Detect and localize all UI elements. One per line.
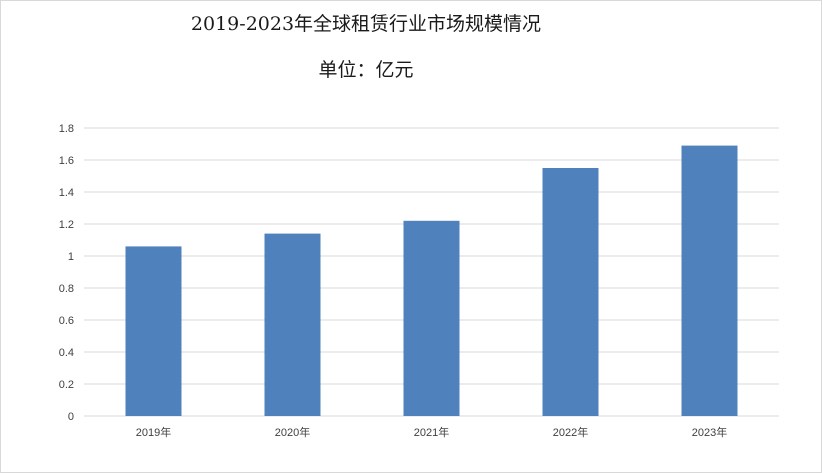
y-tick-label: 1 xyxy=(68,251,74,263)
x-tick-label: 2021年 xyxy=(414,425,449,439)
x-tick-label: 2022年 xyxy=(553,425,588,439)
y-tick-label: 0.2 xyxy=(59,379,74,391)
x-tick-label: 2023年 xyxy=(692,425,727,439)
y-tick-label: 1.6 xyxy=(59,155,74,167)
bar-layer xyxy=(125,145,738,416)
x-tick-label: 2019年 xyxy=(136,425,171,439)
y-tick-label: 1.8 xyxy=(59,123,74,135)
bar xyxy=(681,145,738,416)
bar xyxy=(264,233,321,416)
bar xyxy=(125,246,182,416)
x-tick-label: 2020年 xyxy=(275,425,310,439)
y-tick-label: 0.8 xyxy=(59,283,74,295)
y-tick-label: 0 xyxy=(68,411,74,423)
y-tick-label: 1.4 xyxy=(59,187,74,199)
y-tick-label: 0.4 xyxy=(59,347,74,359)
bar xyxy=(542,168,599,416)
chart-subtitle: 单位：亿元 xyxy=(318,59,414,81)
y-tick-label: 0.6 xyxy=(59,315,74,327)
bar xyxy=(403,220,460,416)
chart-title: 2019-2023年全球租赁行业市场规模情况 xyxy=(190,13,542,35)
x-axis-tick-labels: 2019年 2020年 2021年 2022年 2023年 xyxy=(136,425,727,439)
y-tick-label: 1.2 xyxy=(59,219,74,231)
y-axis-tick-labels: 0 0.2 0.4 0.6 0.8 1 1.2 1.4 1.6 1.8 xyxy=(59,123,74,423)
